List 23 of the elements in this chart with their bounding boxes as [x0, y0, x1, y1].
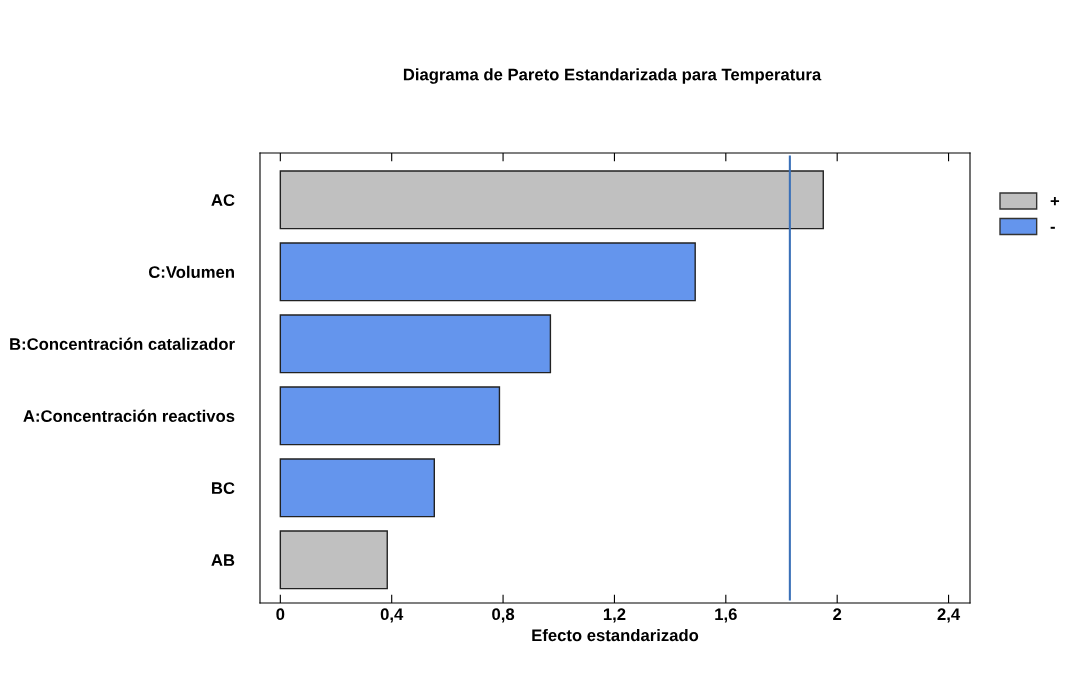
x-tick-label: 0,4 [380, 608, 404, 623]
chart-title: Diagrama de Pareto Estandarizada para Temperatura [403, 68, 822, 84]
legend-label: + [1050, 196, 1060, 206]
x-tick-label: 0 [276, 608, 285, 621]
x-tick-label: 2,4 [937, 608, 961, 623]
bar [279, 386, 501, 446]
legend-label: - [1050, 226, 1055, 229]
bar [279, 170, 824, 230]
y-tick-label: B:Concentración catalizador [10, 337, 235, 350]
y-tick-label: AC [211, 194, 235, 206]
x-tick-label: 1,2 [603, 608, 626, 623]
bar [279, 458, 435, 518]
y-tick-label: C:Volumen [148, 265, 234, 278]
x-tick-label: 1,6 [715, 608, 737, 623]
y-tick-label: BC [212, 482, 235, 494]
x-tick-label: 2 [833, 608, 842, 620]
y-tick-label: A:Concentración reactivos [23, 409, 235, 422]
x-tick-label: 0,8 [492, 608, 515, 623]
bar [279, 314, 552, 374]
y-tick-label: AB [211, 554, 235, 566]
x-axis-title: Efecto estandarizado [532, 628, 699, 642]
bar [279, 242, 696, 302]
bar [279, 530, 388, 590]
